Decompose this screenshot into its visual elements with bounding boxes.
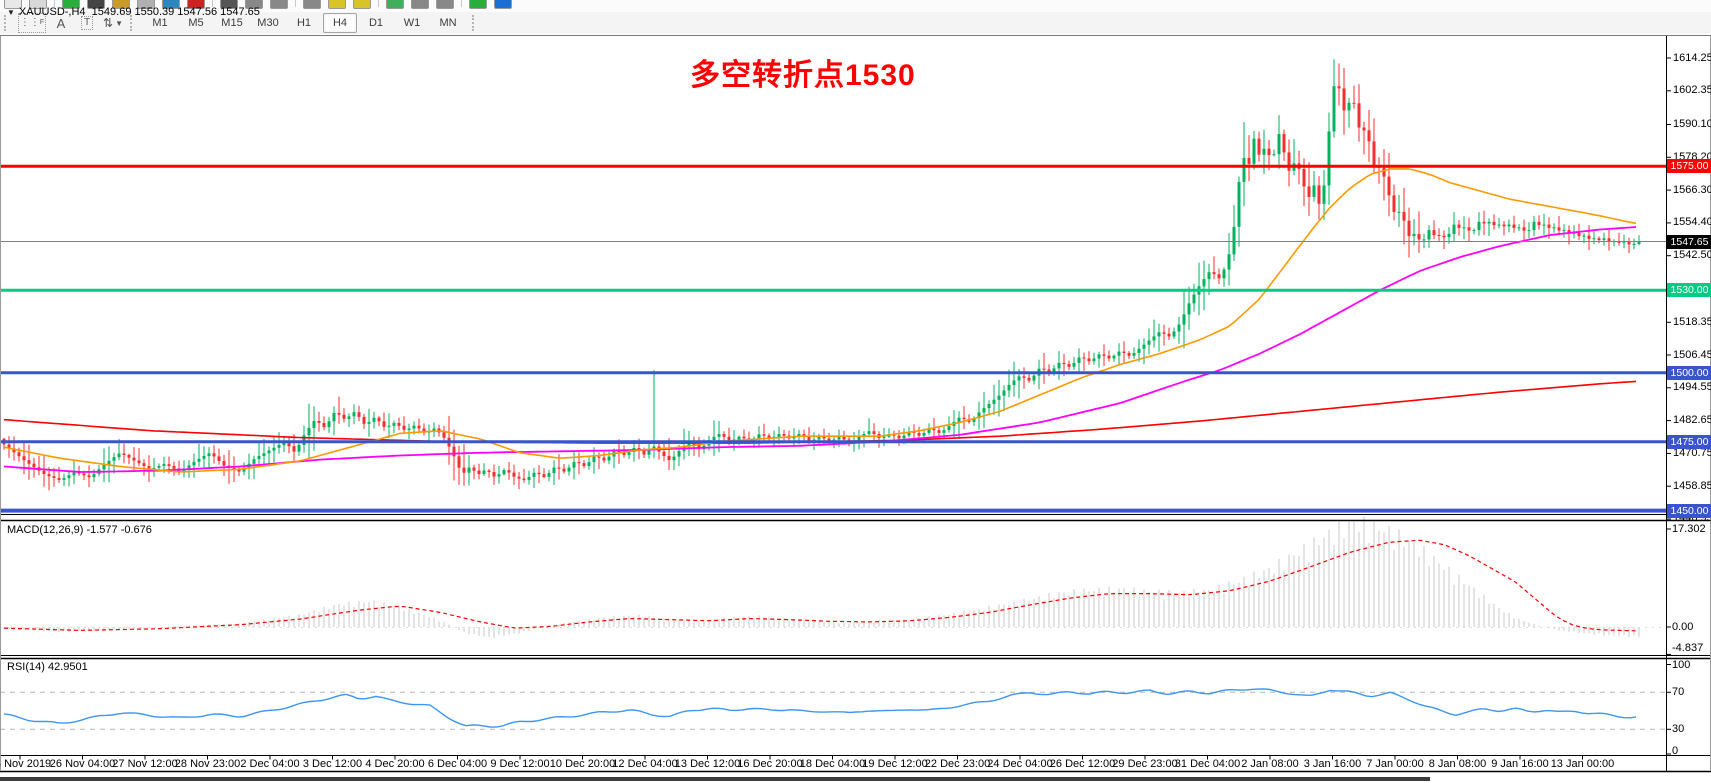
timeframe-button-m30[interactable]: M30 [257,17,279,29]
timeframe-button-m15[interactable]: M15 [221,17,243,29]
vline-tool-icon[interactable] [270,0,288,9]
chart-window[interactable]: ▼ XAUUSD-,H4 1549.69 1550.39 1547.56 1547… [0,6,1711,783]
arrows-tool-icon[interactable]: ⇅ ▼ [103,16,123,30]
refresh-icon[interactable] [494,0,512,9]
timeframe-button-h1[interactable]: H1 [296,17,312,29]
toolbar-separator [54,0,55,7]
pencil-icon[interactable] [328,0,346,9]
alert-icon[interactable] [220,0,238,9]
toolbar-separator [378,0,379,7]
timeframe-button-d1[interactable]: D1 [368,17,384,29]
text-box-icon[interactable]: T [76,14,98,32]
toolbar-drag-handle-3[interactable] [472,15,480,31]
zoom-icon[interactable] [29,0,47,9]
toolbar-separator [212,0,213,7]
timeframe-buttons: M1 M5 M15 M30 H1 H4 D1 W1 MN [142,13,466,33]
timeframe-button-w1[interactable]: W1 [403,17,421,29]
hline-tool-icon[interactable] [245,0,263,9]
fibo-grid-icon[interactable]: ⋮⋮ F [18,13,46,33]
toolbar-drag-handle-2[interactable] [130,15,138,31]
timeframe-button-m5[interactable]: M5 [188,17,204,29]
new-order-icon[interactable] [62,0,80,9]
profile-icon[interactable] [162,0,180,9]
text-label-icon[interactable]: A [56,15,66,31]
horizontal-scrollbar[interactable] [0,777,1430,781]
toolbar-separator [295,0,296,7]
indicator-list-icon[interactable] [87,0,105,9]
history-center-icon[interactable] [112,0,130,9]
chart-icon[interactable] [4,0,22,9]
autotrading-icon[interactable] [187,0,205,9]
timeframe-button-mn[interactable]: MN [439,17,457,29]
chevron-down-icon[interactable]: ▼ [115,18,123,28]
table-icon[interactable] [386,0,404,9]
shift-icon[interactable] [436,0,454,9]
template-icon[interactable] [137,0,155,9]
expand-icon[interactable] [411,0,429,9]
trendline-tool-icon[interactable] [303,0,321,9]
pencil2-icon[interactable] [353,0,371,9]
add-indicator-icon[interactable] [469,0,487,9]
timeframe-button-m1[interactable]: M1 [152,17,168,29]
toolbar-drag-handle[interactable] [4,15,12,31]
toolbar-separator [461,0,462,7]
timeframe-button-h4[interactable]: H4 [323,13,357,33]
